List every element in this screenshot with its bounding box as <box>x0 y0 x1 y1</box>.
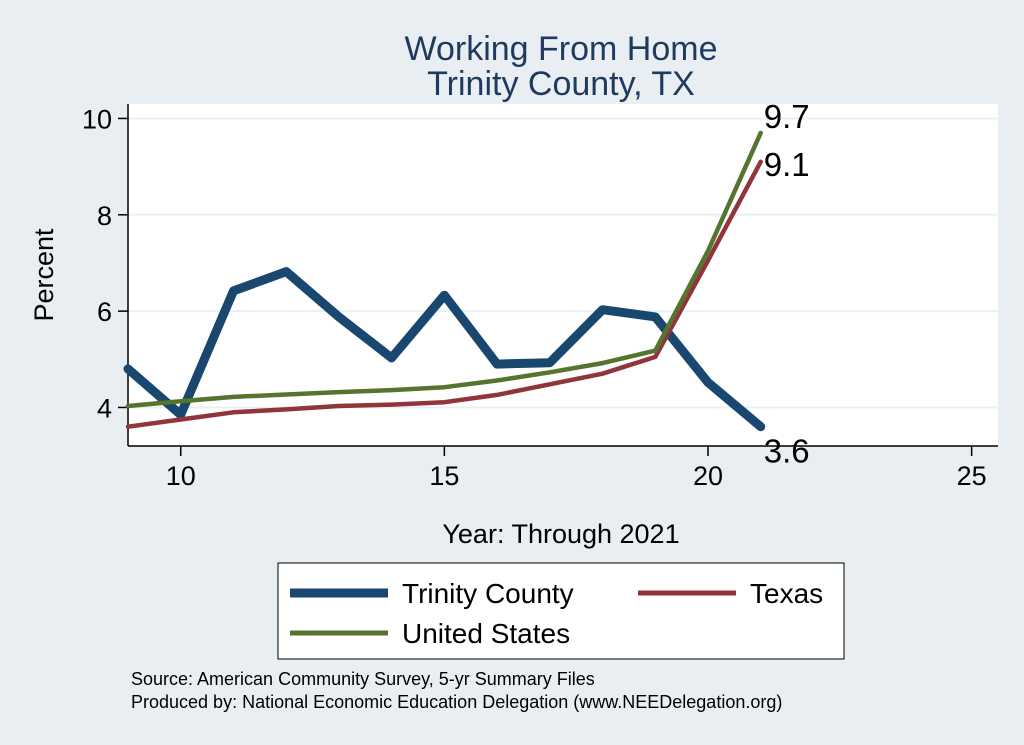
legend-label-trinity-county: Trinity County <box>402 578 574 609</box>
x-tick-label-3: 25 <box>957 461 987 491</box>
y-tick-label-1: 6 <box>97 297 112 327</box>
series-line-united-states <box>125 130 763 409</box>
chart-title: Working From Home <box>405 30 718 68</box>
end-label-texas: 9.1 <box>764 146 810 183</box>
y-tick-label-3: 10 <box>82 104 112 134</box>
x-tick-label-1: 15 <box>429 461 459 491</box>
x-tick-label-2: 20 <box>693 461 723 491</box>
legend-box <box>277 562 845 660</box>
produced-note: Produced by: National Economic Education… <box>131 692 782 712</box>
y-axis-title: Percent <box>29 228 59 322</box>
axes: 4 6 8 10 10 15 20 25 <box>82 104 998 491</box>
series-layer <box>123 130 766 432</box>
chart-subtitle: Trinity County, TX <box>427 65 695 103</box>
x-tick-label-0: 10 <box>166 461 196 491</box>
series-line-texas <box>125 159 763 429</box>
legend-label-united-states: United States <box>402 618 570 649</box>
series-line-trinity-county <box>123 267 766 432</box>
y-tick-label-0: 4 <box>97 393 112 423</box>
source-note: Source: American Community Survey, 5-yr … <box>131 669 595 689</box>
x-axis-title: Year: Through 2021 <box>442 519 679 549</box>
legend-label-texas: Texas <box>750 578 823 609</box>
end-label-trinity-county: 3.6 <box>764 433 810 470</box>
y-tick-label-2: 8 <box>97 201 112 231</box>
legend: Trinity County Texas United States <box>277 562 845 660</box>
end-labels: 3.6 9.1 9.7 <box>764 98 810 470</box>
grid <box>128 117 998 409</box>
end-label-united-states: 9.7 <box>764 98 810 135</box>
